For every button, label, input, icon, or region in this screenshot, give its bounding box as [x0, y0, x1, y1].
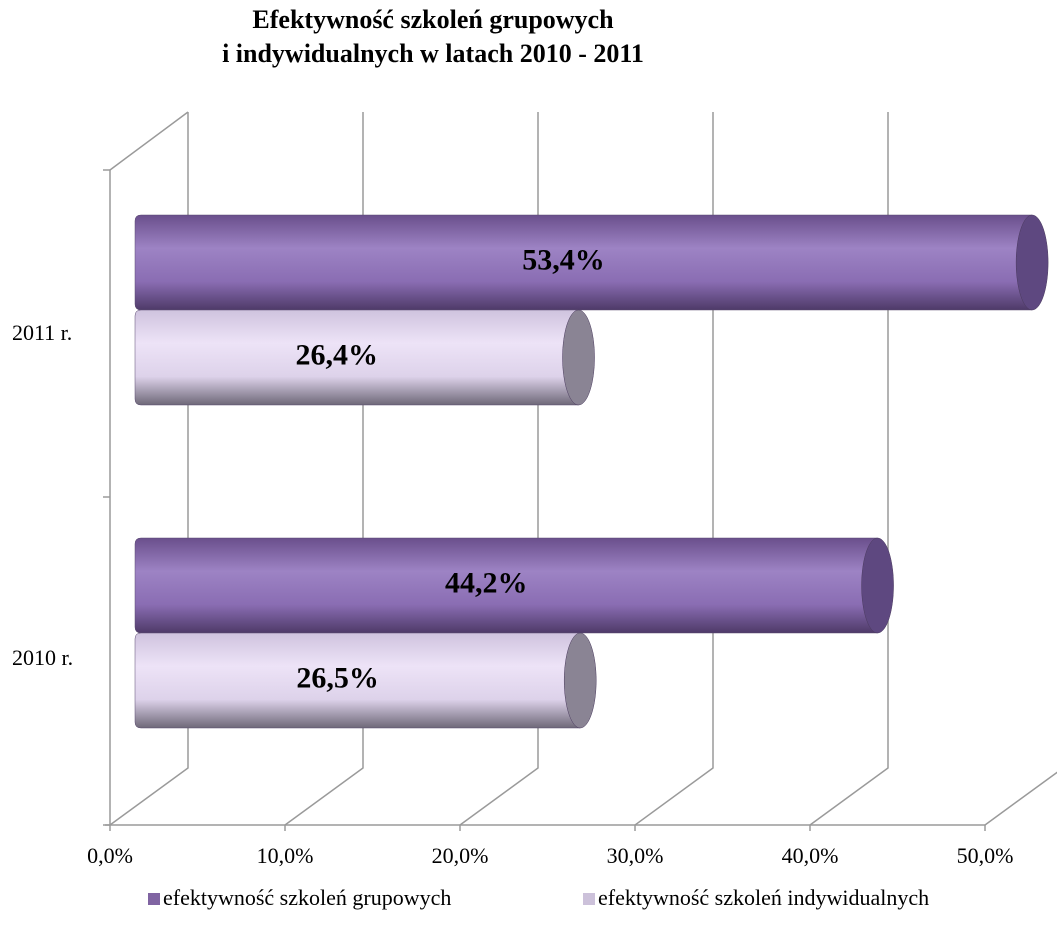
- bar: [134, 632, 581, 729]
- x-tick-label: 20,0%: [432, 843, 489, 868]
- value-label: 26,4%: [296, 338, 379, 371]
- chart-title: Efektywność szkoleń grupowych: [252, 5, 614, 34]
- x-tick-label: 0,0%: [87, 843, 133, 868]
- bar-cap: [563, 632, 597, 729]
- value-label: 26,5%: [296, 661, 379, 694]
- x-tick-label: 10,0%: [257, 843, 314, 868]
- wall-edge: [109, 111, 189, 171]
- grid-line: [809, 112, 889, 826]
- grid-line: [634, 112, 714, 826]
- x-tick-label: 40,0%: [782, 843, 839, 868]
- y-tick-label: 2010 r.: [12, 645, 73, 670]
- legend-label: efektywność szkoleń grupowych: [163, 885, 451, 910]
- value-label: 53,4%: [522, 243, 605, 276]
- x-tick-label: 50,0%: [957, 843, 1014, 868]
- value-label: 44,2%: [445, 566, 528, 599]
- legend-swatch: [583, 893, 595, 905]
- bar-cap: [562, 309, 595, 406]
- chart-subtitle: i indywidualnych w latach 2010 - 2011: [222, 39, 644, 68]
- bar: [134, 309, 579, 406]
- legend-swatch: [148, 893, 160, 905]
- bar-cap: [1015, 214, 1049, 311]
- legend-label: efektywność szkoleń indywidualnych: [598, 885, 929, 910]
- y-tick-label: 2011 r.: [12, 320, 72, 345]
- grid-line: [984, 771, 1057, 826]
- x-tick-label: 30,0%: [607, 843, 664, 868]
- bar-cap: [861, 537, 894, 634]
